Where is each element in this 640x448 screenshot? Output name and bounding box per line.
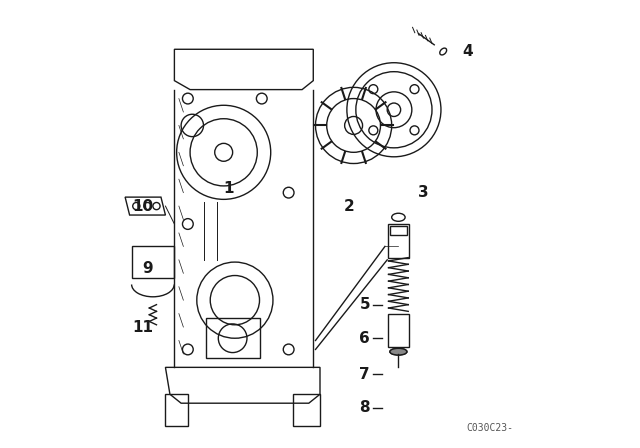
Text: 5: 5 [360,297,370,312]
Bar [390,226,407,235]
Text: 4: 4 [463,44,473,59]
Text: 7: 7 [360,366,370,382]
Bar [388,314,409,347]
Text: 1: 1 [223,181,234,196]
Text: 6: 6 [360,331,370,346]
Text: 9: 9 [142,261,153,276]
Text: 8: 8 [360,400,370,415]
Bar [206,318,260,358]
Ellipse shape [390,349,407,355]
Text: 11: 11 [132,319,154,335]
Text: C030C23-: C030C23- [467,423,514,433]
Text: 2: 2 [344,198,355,214]
Text: 3: 3 [418,185,428,200]
Text: 10: 10 [132,198,154,214]
Ellipse shape [390,349,407,355]
Bar [388,224,409,258]
